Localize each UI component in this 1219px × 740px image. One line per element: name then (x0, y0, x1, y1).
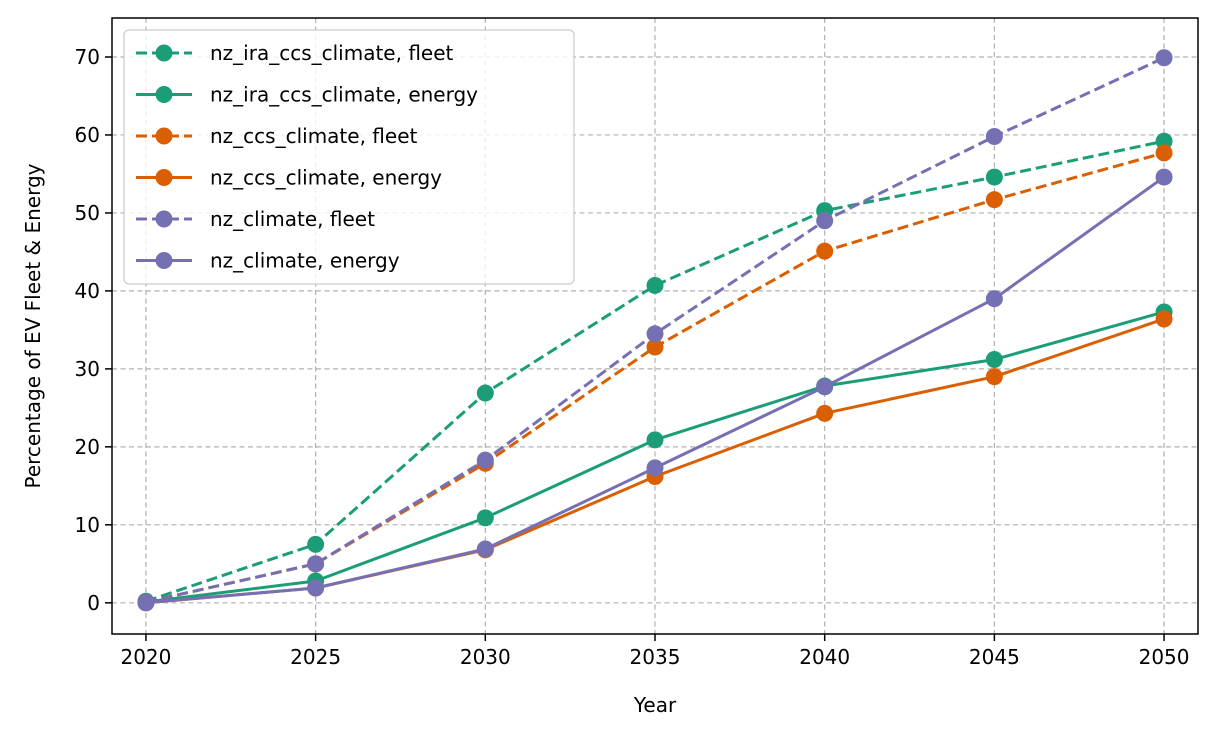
data-point (476, 384, 494, 402)
y-tick-label: 30 (75, 357, 100, 381)
x-tick-label: 2050 (1139, 645, 1190, 669)
y-tick-label: 10 (75, 513, 100, 537)
legend-item: nz_ccs_climate, fleet (136, 124, 418, 148)
legend-marker (155, 210, 173, 228)
data-point (1155, 310, 1173, 328)
data-point (307, 535, 325, 553)
legend-marker (155, 127, 173, 145)
legend-marker (155, 169, 173, 186)
data-point (1155, 168, 1173, 186)
series-layer (137, 49, 1173, 612)
legend-marker (155, 44, 173, 62)
y-axis: 0 10 20 30 40 50 60 70 (75, 45, 112, 615)
data-point (646, 276, 664, 294)
legend-label: nz_climate, energy (210, 249, 400, 273)
legend-item: nz_ira_ccs_climate, energy (136, 83, 478, 107)
data-point (307, 555, 325, 573)
data-point (307, 579, 325, 597)
data-point (1155, 49, 1173, 67)
legend-item: nz_ccs_climate, energy (136, 166, 442, 190)
x-tick-label: 2025 (290, 645, 341, 669)
data-point (646, 431, 664, 449)
x-axis-label: Year (633, 693, 677, 717)
data-point (816, 378, 834, 396)
y-tick-label: 0 (87, 591, 100, 615)
y-tick-label: 40 (75, 279, 100, 303)
y-tick-label: 70 (75, 45, 100, 69)
data-point (985, 128, 1003, 146)
data-point (646, 338, 664, 356)
x-tick-label: 2030 (460, 645, 511, 669)
legend-item: nz_ira_ccs_climate, fleet (136, 41, 454, 65)
data-point (137, 594, 155, 612)
legend-box (123, 29, 575, 285)
x-axis: 2020 2025 2030 2035 2040 2045 2050 (120, 634, 1190, 669)
data-point (476, 509, 494, 527)
legend-label: nz_ccs_climate, fleet (210, 124, 418, 148)
data-point (985, 368, 1003, 386)
data-point (816, 212, 834, 230)
y-tick-label: 60 (75, 123, 100, 147)
x-tick-label: 2045 (969, 645, 1020, 669)
series-6 (137, 168, 1173, 612)
data-point (646, 325, 664, 343)
data-point (985, 290, 1003, 308)
y-tick-label: 20 (75, 435, 100, 459)
y-axis-label: Percentage of EV Fleet & Energy (21, 163, 45, 488)
data-point (476, 451, 494, 469)
data-point (476, 540, 494, 558)
legend-label: nz_ira_ccs_climate, fleet (210, 41, 454, 65)
legend-label: nz_ira_ccs_climate, energy (210, 83, 478, 107)
x-tick-label: 2020 (120, 645, 171, 669)
data-point (985, 191, 1003, 209)
legend-label: nz_climate, fleet (210, 207, 375, 231)
data-point (646, 459, 664, 477)
legend-label: nz_ccs_climate, energy (210, 166, 442, 190)
legend-item: nz_climate, fleet (136, 207, 375, 231)
data-point (985, 351, 1003, 369)
legend: nz_ira_ccs_climate, fleet nz_ira_ccs_clim… (123, 29, 575, 285)
x-tick-label: 2035 (630, 645, 681, 669)
x-tick-label: 2040 (799, 645, 850, 669)
y-tick-label: 50 (75, 201, 100, 225)
data-point (816, 404, 834, 422)
data-point (1155, 132, 1173, 150)
data-point (816, 242, 834, 260)
data-point (1155, 144, 1173, 162)
legend-marker (155, 252, 173, 269)
legend-marker (155, 86, 173, 103)
data-point (985, 168, 1003, 186)
legend-item: nz_climate, energy (136, 249, 400, 273)
